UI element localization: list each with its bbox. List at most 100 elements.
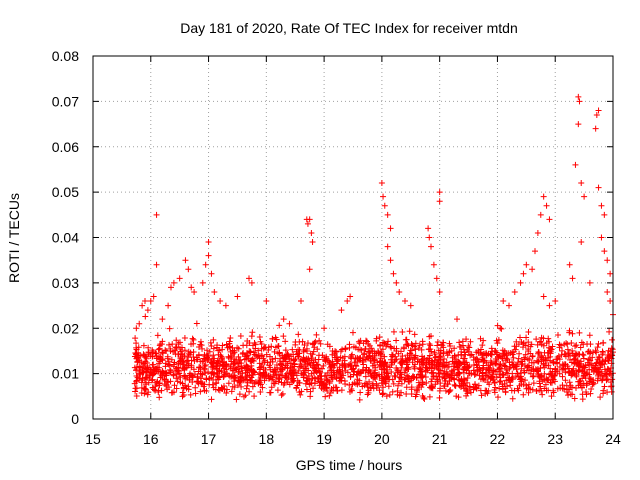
data-point	[515, 373, 522, 380]
data-point	[211, 288, 218, 295]
data-point	[188, 357, 195, 364]
data-point	[210, 345, 217, 352]
data-point	[321, 354, 328, 361]
x-axis-label: GPS time / hours	[296, 457, 403, 473]
data-point	[138, 389, 145, 396]
data-point	[179, 365, 186, 372]
data-point	[269, 335, 276, 342]
data-point	[181, 334, 188, 341]
data-point	[208, 363, 215, 370]
data-point	[313, 331, 320, 338]
data-point	[430, 261, 437, 268]
data-point	[306, 266, 313, 273]
data-point	[277, 368, 284, 375]
data-point	[306, 216, 313, 223]
data-point	[402, 336, 409, 343]
data-point	[381, 353, 388, 360]
data-point	[562, 377, 569, 384]
data-point	[410, 374, 417, 381]
data-point	[191, 371, 198, 378]
data-point	[387, 257, 394, 264]
data-point	[377, 352, 384, 359]
data-point	[323, 376, 330, 383]
data-point	[561, 341, 568, 348]
data-point	[309, 239, 316, 246]
data-point	[200, 355, 207, 362]
y-tick-label: 0.03	[52, 275, 79, 291]
data-point	[475, 382, 482, 389]
data-point	[518, 361, 525, 368]
data-point	[250, 371, 257, 378]
plot-frame	[92, 55, 614, 420]
data-point	[510, 354, 517, 361]
data-point	[487, 375, 494, 382]
data-point	[471, 371, 478, 378]
data-point	[193, 356, 200, 363]
data-point	[192, 390, 199, 397]
data-point	[191, 288, 198, 295]
data-point	[162, 363, 169, 370]
data-point	[504, 356, 511, 363]
data-point	[595, 107, 602, 114]
data-point	[428, 243, 434, 250]
data-point	[423, 379, 430, 386]
data-point	[173, 385, 180, 392]
data-point	[316, 378, 323, 385]
data-point	[395, 368, 402, 375]
data-point	[352, 380, 359, 387]
data-point	[176, 374, 183, 381]
data-point	[477, 387, 484, 394]
data-point	[208, 270, 215, 277]
data-point	[477, 350, 484, 357]
data-point	[426, 333, 433, 340]
data-point	[225, 353, 232, 360]
data-point	[166, 366, 173, 373]
data-point	[435, 366, 442, 373]
data-point	[328, 385, 335, 392]
data-point	[258, 363, 265, 370]
data-point	[360, 357, 367, 364]
data-point	[559, 373, 566, 380]
data-point	[232, 375, 239, 382]
data-point	[607, 298, 614, 305]
data-point	[249, 383, 256, 390]
data-point	[204, 347, 211, 354]
data-point	[157, 369, 164, 376]
data-point	[320, 381, 327, 388]
data-point	[132, 388, 139, 395]
data-point	[327, 389, 334, 396]
data-point	[322, 357, 329, 364]
data-point	[339, 355, 346, 362]
data-point	[267, 364, 274, 371]
data-point	[136, 357, 143, 364]
data-point	[314, 346, 321, 353]
data-point	[275, 374, 282, 381]
data-point	[426, 361, 433, 368]
data-point	[426, 352, 433, 359]
data-point	[205, 368, 212, 375]
data-point	[447, 374, 454, 381]
data-points	[131, 93, 616, 403]
data-point	[162, 347, 169, 354]
data-point	[202, 361, 209, 368]
data-point	[450, 375, 457, 382]
data-point	[335, 357, 342, 364]
data-point	[213, 366, 220, 373]
data-point	[247, 377, 254, 384]
data-point	[300, 348, 307, 355]
data-point	[234, 293, 241, 300]
data-point	[569, 347, 576, 354]
data-point	[525, 381, 532, 388]
data-point	[379, 391, 386, 398]
data-point	[161, 376, 168, 383]
data-point	[597, 394, 604, 401]
data-point	[170, 371, 177, 378]
data-point	[242, 392, 249, 399]
data-point	[165, 361, 172, 368]
data-point	[232, 366, 239, 373]
data-point	[223, 390, 230, 397]
data-point	[411, 343, 418, 350]
data-point	[136, 370, 143, 377]
data-point	[456, 370, 463, 377]
axis-ticks: 15 16 17 18 19 20 21 22 23 24 0 0.01 0.02 0.03 0.04 0.0…	[52, 48, 621, 447]
